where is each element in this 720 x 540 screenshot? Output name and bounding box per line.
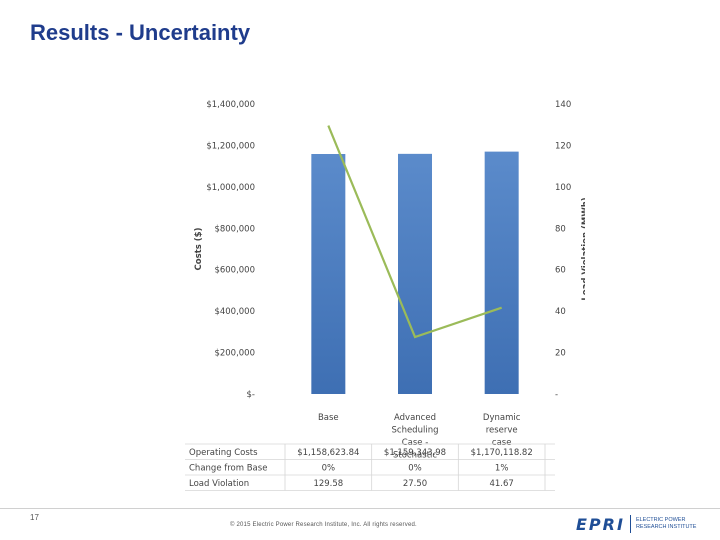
y-left-tick-label: $600,000 [214,266,255,276]
bar-operating-costs [311,153,346,394]
y-right-tick-label: 20 [555,349,566,359]
logo-line-2: RESEARCH INSTITUTE [635,524,697,530]
x-category-label: Advanced [394,413,436,423]
y-left-tick-label: $400,000 [214,307,255,317]
x-category-label: Scheduling [392,426,439,436]
combo-chart: $- $200,000 $400,000 $600,000 $800,000 $1,000… [165,100,591,491]
y-right-tick-label: 140 [555,100,571,110]
table-cell: $1,170,118.82 [471,448,533,458]
y-right-axis-title: Load Violation (MWh) [581,197,585,300]
y-left-axis-title: Costs ($) [194,227,204,270]
y-right-tick-label: 80 [555,224,566,234]
table-cell: 129.58 [313,479,343,489]
table-cell: 0% [408,464,422,474]
epri-logo: EPRI ELECTRIC POWER RESEARCH INSTITUTE [576,513,706,535]
y-left-tick-label: $200,000 [214,349,255,359]
y-left-tick-label: $1,000,000 [206,183,255,193]
table-cell: 1% [495,464,509,474]
y-left-tick-label: $- [247,390,255,400]
bar-operating-costs [398,153,432,394]
table-cell: $1,158,623.84 [297,448,359,458]
chart-container: $- $200,000 $400,000 $600,000 $800,000 $1,000… [165,88,591,503]
bar-operating-costs [484,151,519,394]
logo-text: ELECTRIC POWER RESEARCH INSTITUTE [636,517,697,531]
x-category-label: case [492,438,512,448]
table-cell: $1,159,343.98 [384,448,446,458]
x-category-label: Case - [402,438,429,448]
table-cell: 41.67 [489,479,513,489]
y-left-tick-label: $1,200,000 [206,141,255,151]
table-row-label: Operating Costs [189,448,258,458]
y-right-tick-label: - [555,390,558,400]
table-row-label: Change from Base [189,464,267,474]
y-right-tick-label: 40 [555,307,566,317]
x-category-label: Stochastic [393,451,437,461]
table-cell: 27.50 [403,479,427,489]
y-right-tick-label: 60 [555,266,566,276]
page-title: Results - Uncertainty [30,20,251,45]
logo-separator [629,515,631,533]
y-left-tick-label: $1,400,000 [206,100,255,110]
copyright-notice: © 2015 Electric Power Research Institute… [230,522,417,528]
table-cell: 0% [322,464,336,474]
x-category-label: Base [318,413,339,423]
y-right-tick-label: 120 [555,141,571,151]
y-left-tick-label: $800,000 [214,224,255,234]
logo-line-1: ELECTRIC POWER [635,517,686,523]
x-category-label: reserve [486,426,518,436]
page-number: 17 [30,513,39,522]
x-category-label: Dynamic [483,413,521,423]
logo-mark: EPRI [576,514,625,534]
y-right-tick-label: 100 [555,183,571,193]
footer-divider [0,508,720,509]
table-row-label: Load Violation [189,479,249,489]
